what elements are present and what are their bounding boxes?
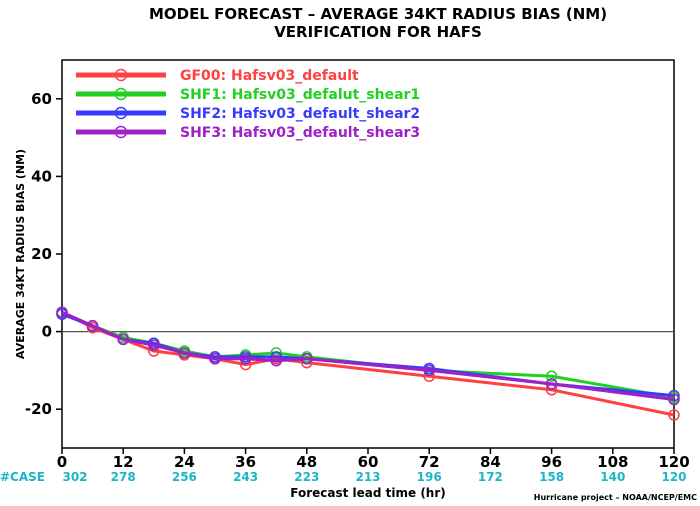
series-4 <box>56 306 680 406</box>
data-point <box>239 353 252 365</box>
case-count-value: 172 <box>478 470 503 484</box>
data-point <box>178 347 191 359</box>
x-tick-label: 96 <box>541 453 562 471</box>
x-tick-label: 60 <box>358 453 379 471</box>
case-counts: 302 278 256 243 223 213 196 172 158 140 120 <box>62 470 686 484</box>
y-tick-label: 40 <box>31 167 52 185</box>
data-point <box>668 389 680 402</box>
data-point <box>148 339 160 351</box>
legend-marker <box>114 68 128 82</box>
x-tick-label: 108 <box>597 453 628 471</box>
data-point <box>301 353 313 365</box>
y-tick-label: 20 <box>31 245 52 263</box>
data-point <box>545 370 558 382</box>
legend-label: SHF1: Hafsv03_defalut_shear1 <box>180 87 420 103</box>
data-point <box>668 409 680 421</box>
case-count-value: 196 <box>417 470 442 484</box>
y-axis: -20 0 20 40 60 <box>25 90 62 418</box>
case-count-value: 140 <box>600 470 625 484</box>
chart-title-line2: VERIFICATION FOR HAFS <box>274 23 482 41</box>
case-count-value: 223 <box>294 470 319 484</box>
data-point <box>86 320 99 332</box>
legend-label: SHF3: Hafsv03_default_shear3 <box>180 125 420 141</box>
x-tick-label: 84 <box>480 453 501 471</box>
x-tick-label: 48 <box>296 453 317 471</box>
y-tick-label: 0 <box>42 323 52 341</box>
legend-item: SHF3: Hafsv03_default_shear3 <box>76 125 420 141</box>
case-count-value: 302 <box>62 470 87 484</box>
legend-item: SHF2: Hafsv03_default_shear2 <box>76 106 420 122</box>
legend: GF00: Hafsv03_default SHF1: Hafsv03_defal… <box>76 68 420 141</box>
x-tick-label: 0 <box>57 453 67 471</box>
data-point <box>117 333 129 346</box>
chart-title-line1: MODEL FORECAST – AVERAGE 34KT RADIUS BIA… <box>149 5 607 23</box>
credit-text: Hurricane project – NOAA/NCEP/EMC <box>534 493 697 502</box>
legend-marker <box>114 106 128 120</box>
legend-marker <box>114 125 128 139</box>
series-layer <box>56 306 680 421</box>
x-tick-label: 24 <box>174 453 195 471</box>
data-point <box>545 378 558 390</box>
legend-label: GF00: Hafsv03_default <box>180 68 359 84</box>
series-line <box>61 312 675 398</box>
data-point <box>668 393 680 406</box>
legend-item: GF00: Hafsv03_default <box>76 68 359 84</box>
x-tick-label: 120 <box>658 453 689 471</box>
case-count-value: 278 <box>111 470 136 484</box>
x-tick-label: 36 <box>235 453 256 471</box>
case-count-value: 256 <box>172 470 197 484</box>
case-count-value: 120 <box>661 470 686 484</box>
legend-label: SHF2: Hafsv03_default_shear2 <box>180 106 420 122</box>
legend-marker <box>114 87 128 101</box>
data-point <box>423 364 435 377</box>
x-tick-label: 12 <box>113 453 134 471</box>
data-point <box>270 354 282 367</box>
case-count-label: #CASE <box>0 470 45 484</box>
x-tick-label: 72 <box>419 453 440 471</box>
legend-item: SHF1: Hafsv03_defalut_shear1 <box>76 87 420 103</box>
data-point <box>56 306 68 318</box>
case-count-value: 213 <box>355 470 380 484</box>
case-count-value: 158 <box>539 470 564 484</box>
y-tick-label: 60 <box>31 90 52 108</box>
y-tick-label: -20 <box>25 400 52 418</box>
case-count-value: 243 <box>233 470 258 484</box>
x-axis-label: Forecast lead time (hr) <box>290 486 446 500</box>
y-axis-label: AVERAGE 34KT RADIUS BIAS (NM) <box>14 149 27 359</box>
x-axis: 0 12 24 36 48 60 72 84 96 108 120 <box>57 448 690 471</box>
data-point <box>209 353 221 365</box>
